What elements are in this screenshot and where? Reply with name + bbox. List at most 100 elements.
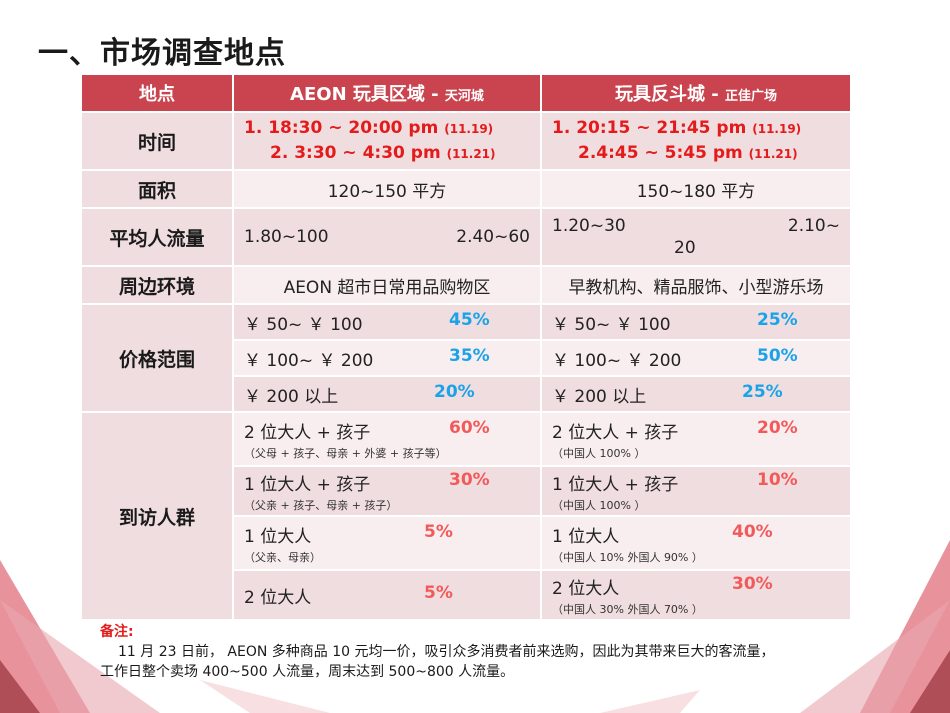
notes-heading: 备注: bbox=[100, 624, 134, 640]
toys-visitor-4-pct: 30% bbox=[732, 573, 773, 594]
toys-visitor-3-note: （中国人 10% 外国人 90% ） bbox=[552, 550, 703, 564]
toys-visitor-3: 1 位大人 40% （中国人 10% 外国人 90% ） bbox=[540, 515, 852, 571]
aeon-visitor-4-group: 2 位大人 bbox=[244, 587, 312, 608]
toys-time-1: 1. 20:15 ~ 21:45 pm bbox=[552, 118, 753, 138]
toys-price-1: ￥ 50~ ￥ 100 25% bbox=[540, 303, 852, 341]
aeon-price-3-pct: 20% bbox=[434, 381, 475, 402]
aeon-visitor-4-pct: 5% bbox=[424, 582, 453, 603]
toys-visitor-1: 2 位大人 + 孩子 20% （中国人 100% ） bbox=[540, 411, 852, 467]
visitor-row-1: 到访人群 2 位大人 + 孩子 60% （父母 + 孩子、母亲 + 外婆 + 孩子… bbox=[80, 411, 852, 621]
toys-visitor-4-group: 2 位大人 bbox=[552, 578, 620, 599]
header-aeon-main: AEON 玩具区域 - bbox=[290, 84, 445, 105]
aeon-price-1: ￥ 50~ ￥ 100 45% bbox=[232, 303, 542, 341]
aeon-surroundings: AEON 超市日常用品购物区 bbox=[232, 265, 542, 305]
aeon-price-1-range: ￥ 50~ ￥ 100 bbox=[244, 314, 363, 335]
aeon-visitor-4: 2 位大人 5% bbox=[232, 569, 542, 621]
surroundings-row: 周边环境 AEON 超市日常用品购物区 早教机构、精品服饰、小型游乐场 bbox=[80, 265, 852, 305]
traffic-row: 平均人流量 1.80~100 2.40~60 1.20~30 2.10~ 20 bbox=[80, 207, 852, 267]
toys-visitor-1-group: 2 位大人 + 孩子 bbox=[552, 422, 679, 443]
time-row: 时间 1. 18:30 ~ 20:00 pm (11.19) 2. 3:30 ~… bbox=[80, 111, 852, 171]
aeon-visitor-2-group: 1 位大人 + 孩子 bbox=[244, 474, 371, 495]
aeon-visitor-1: 2 位大人 + 孩子 60% （父母 + 孩子、母亲 + 外婆 + 孩子等） bbox=[232, 411, 542, 467]
price-row-1: 价格范围 ￥ 50~ ￥ 100 45% ￥ 50~ ￥ 100 25% bbox=[80, 303, 852, 413]
toys-traffic-c: 20 bbox=[674, 238, 696, 258]
toys-time-2: 2.4:45 ~ 5:45 pm bbox=[578, 143, 749, 163]
aeon-traffic-a: 1.80~100 bbox=[244, 227, 329, 247]
toys-time-2-date: (11.21) bbox=[748, 147, 798, 161]
toys-price-2-range: ￥ 100~ ￥ 200 bbox=[552, 350, 682, 371]
header-aeon: AEON 玩具区域 - 天河城 bbox=[232, 73, 542, 113]
notes-line-2: 工作日整个卖场 400~500 人流量，周末达到 500~800 人流量。 bbox=[100, 664, 515, 680]
aeon-time-2: 2. 3:30 ~ 4:30 pm bbox=[270, 143, 447, 163]
visitor-row-2: 1 位大人 + 孩子 30% （父亲 + 孩子、母亲 + 孩子） 1 位大人 + … bbox=[81, 465, 852, 517]
notes-line-1: 11 月 23 日前， AEON 多种商品 10 元均一价，吸引众多消费者前来选… bbox=[118, 644, 775, 660]
toys-price-2: ￥ 100~ ￥ 200 50% bbox=[540, 339, 852, 377]
aeon-price-3-range: ￥ 200 以上 bbox=[244, 386, 339, 407]
toys-visitor-2-pct: 10% bbox=[757, 469, 798, 490]
toys-time: 1. 20:15 ~ 21:45 pm (11.19) 2.4:45 ~ 5:4… bbox=[540, 111, 852, 171]
toys-visitor-1-note: （中国人 100% ） bbox=[552, 446, 646, 460]
toys-visitor-3-pct: 40% bbox=[732, 521, 773, 542]
toys-visitor-4-note: （中国人 30% 外国人 70% ） bbox=[552, 602, 703, 616]
aeon-visitor-2: 1 位大人 + 孩子 30% （父亲 + 孩子、母亲 + 孩子） bbox=[232, 465, 542, 517]
area-label: 面积 bbox=[80, 169, 234, 209]
aeon-traffic: 1.80~100 2.40~60 bbox=[232, 207, 542, 267]
aeon-time-1: 1. 18:30 ~ 20:00 pm bbox=[244, 118, 445, 138]
toys-price-1-pct: 25% bbox=[757, 309, 798, 330]
header-row: 地点 AEON 玩具区域 - 天河城 玩具反斗城 - 正佳广场 bbox=[80, 73, 852, 113]
notes-block: 备注: 11 月 23 日前， AEON 多种商品 10 元均一价，吸引众多消费… bbox=[100, 622, 860, 682]
aeon-time-1-date: (11.19) bbox=[444, 122, 494, 136]
aeon-visitor-2-note: （父亲 + 孩子、母亲 + 孩子） bbox=[244, 498, 398, 512]
aeon-price-2-pct: 35% bbox=[449, 345, 490, 366]
toys-traffic-a: 1.20~30 bbox=[552, 216, 626, 236]
toys-visitor-2: 1 位大人 + 孩子 10% （中国人 100% ） bbox=[540, 465, 852, 517]
header-toysrus: 玩具反斗城 - 正佳广场 bbox=[540, 73, 852, 113]
price-row-3: ￥ 200 以上 20% ￥ 200 以上 25% bbox=[81, 375, 852, 413]
toys-time-1-date: (11.19) bbox=[752, 122, 802, 136]
aeon-visitor-3-pct: 5% bbox=[424, 521, 453, 542]
price-label: 价格范围 bbox=[80, 303, 234, 413]
traffic-label: 平均人流量 bbox=[80, 207, 234, 267]
aeon-time-2-date: (11.21) bbox=[446, 147, 496, 161]
toys-traffic: 1.20~30 2.10~ 20 bbox=[540, 207, 852, 267]
time-label: 时间 bbox=[80, 111, 234, 171]
toys-visitor-4: 2 位大人 30% （中国人 30% 外国人 70% ） bbox=[540, 569, 852, 621]
toys-price-3-range: ￥ 200 以上 bbox=[552, 386, 647, 407]
toys-area: 150~180 平方 bbox=[540, 169, 852, 209]
toys-surroundings: 早教机构、精品服饰、小型游乐场 bbox=[540, 265, 852, 305]
toys-price-3: ￥ 200 以上 25% bbox=[540, 375, 852, 413]
header-location: 地点 bbox=[80, 73, 234, 113]
aeon-price-1-pct: 45% bbox=[449, 309, 490, 330]
aeon-price-2: ￥ 100~ ￥ 200 35% bbox=[232, 339, 542, 377]
aeon-visitor-1-group: 2 位大人 + 孩子 bbox=[244, 422, 371, 443]
toys-price-2-pct: 50% bbox=[757, 345, 798, 366]
visitor-row-3: 1 位大人 5% （父亲、母亲） 1 位大人 40% （中国人 10% 外国人 90… bbox=[81, 515, 852, 571]
aeon-time: 1. 18:30 ~ 20:00 pm (11.19) 2. 3:30 ~ 4:… bbox=[232, 111, 542, 171]
aeon-visitor-1-note: （父母 + 孩子、母亲 + 外婆 + 孩子等） bbox=[244, 446, 447, 460]
visitors-label: 到访人群 bbox=[80, 411, 234, 621]
price-row-2: ￥ 100~ ￥ 200 35% ￥ 100~ ￥ 200 50% bbox=[81, 339, 852, 377]
toys-price-1-range: ￥ 50~ ￥ 100 bbox=[552, 314, 671, 335]
aeon-traffic-b: 2.40~60 bbox=[456, 227, 530, 247]
toys-visitor-1-pct: 20% bbox=[757, 417, 798, 438]
aeon-visitor-2-pct: 30% bbox=[449, 469, 490, 490]
aeon-area: 120~150 平方 bbox=[232, 169, 542, 209]
survey-table: 地点 AEON 玩具区域 - 天河城 玩具反斗城 - 正佳广场 时间 1. 18… bbox=[80, 73, 852, 621]
aeon-price-2-range: ￥ 100~ ￥ 200 bbox=[244, 350, 374, 371]
page-title: 一、市场调查地点 bbox=[38, 36, 286, 71]
aeon-price-3: ￥ 200 以上 20% bbox=[232, 375, 542, 413]
toys-price-3-pct: 25% bbox=[742, 381, 783, 402]
aeon-visitor-1-pct: 60% bbox=[449, 417, 490, 438]
surroundings-label: 周边环境 bbox=[80, 265, 234, 305]
toys-visitor-3-group: 1 位大人 bbox=[552, 526, 620, 547]
area-row: 面积 120~150 平方 150~180 平方 bbox=[80, 169, 852, 209]
toys-traffic-b: 2.10~ bbox=[787, 216, 840, 236]
toys-visitor-2-note: （中国人 100% ） bbox=[552, 498, 646, 512]
header-toysrus-sub: 正佳广场 bbox=[725, 89, 778, 104]
aeon-visitor-3-group: 1 位大人 bbox=[244, 526, 312, 547]
aeon-visitor-3-note: （父亲、母亲） bbox=[244, 550, 321, 564]
header-toysrus-main: 玩具反斗城 - bbox=[614, 84, 725, 105]
header-aeon-sub: 天河城 bbox=[444, 89, 484, 104]
aeon-visitor-3: 1 位大人 5% （父亲、母亲） bbox=[232, 515, 542, 571]
